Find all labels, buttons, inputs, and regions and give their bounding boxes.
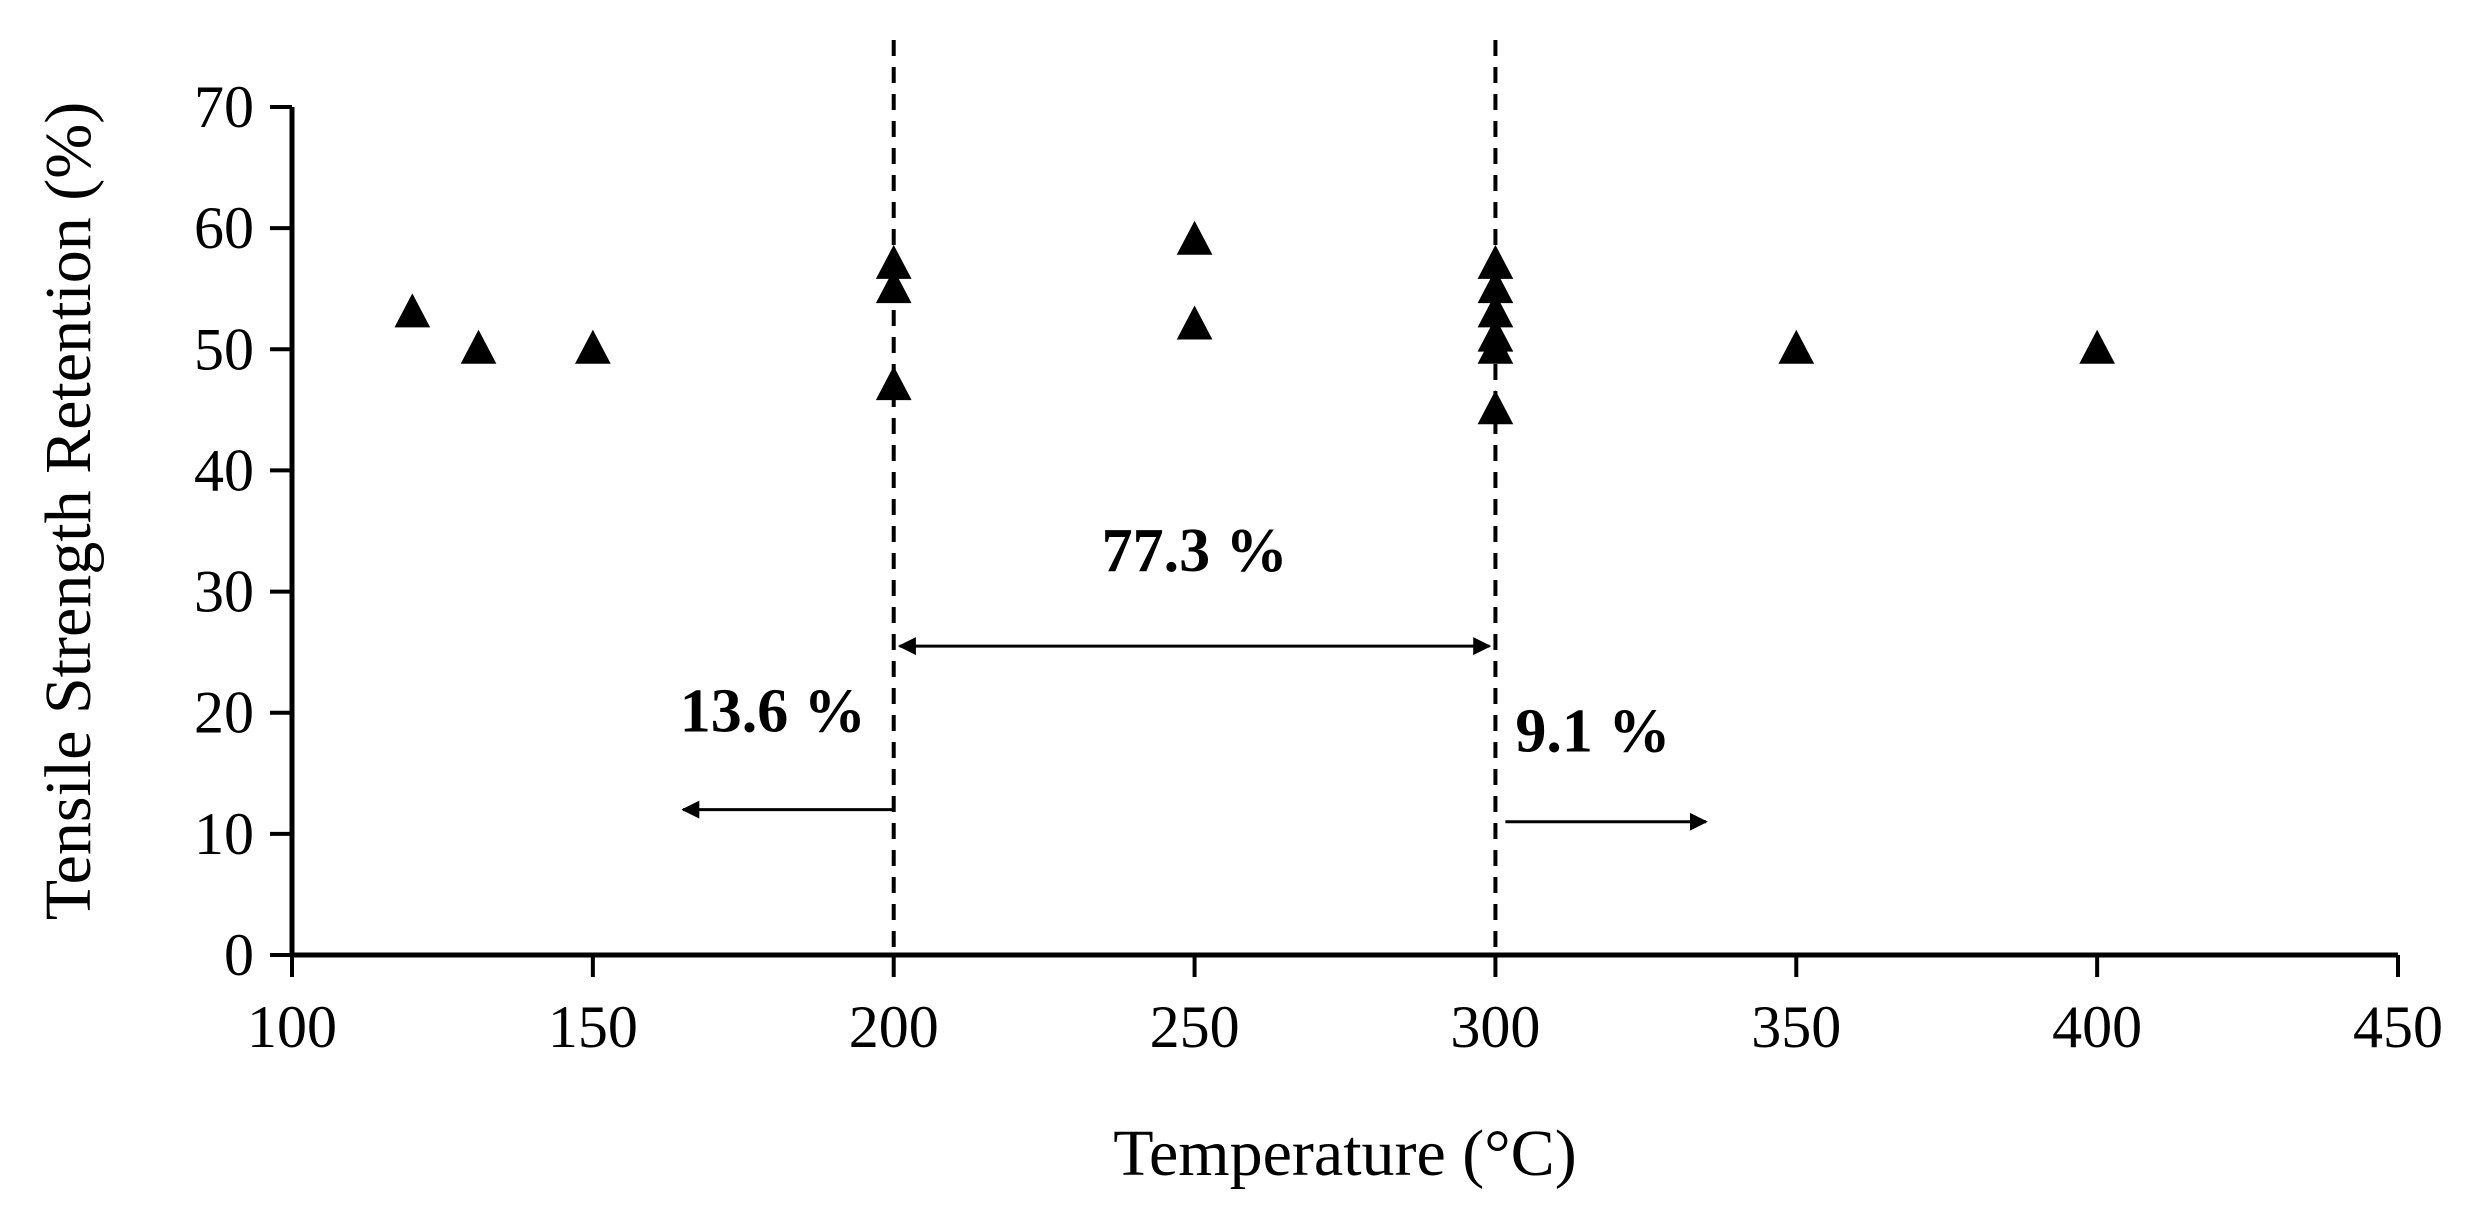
- annotation-label: 9.1 %: [1515, 698, 1670, 766]
- x-tick-label: 250: [1150, 994, 1240, 1060]
- data-point-triangle: [875, 269, 912, 304]
- data-point-triangle: [394, 293, 431, 328]
- data-point-triangle: [460, 329, 497, 364]
- data-point-triangle: [1778, 329, 1815, 364]
- data-point-triangle: [1477, 269, 1514, 304]
- data-point-triangle: [1176, 305, 1213, 340]
- data-point-triangle: [1477, 329, 1514, 364]
- x-tick-label: 400: [2052, 994, 2142, 1060]
- annotations: 13.6 % 77.3 % 9.1 %: [680, 517, 1708, 831]
- annotation-label: 77.3 %: [1102, 517, 1288, 585]
- y-tick-label: 60: [194, 195, 254, 261]
- x-tick-label: 150: [548, 994, 638, 1060]
- data-point-triangle: [2079, 329, 2115, 364]
- y-tick-label: 0: [224, 922, 254, 988]
- x-tick-label: 350: [1751, 994, 1841, 1060]
- y-tick-label: 30: [194, 559, 254, 625]
- y-tick-label: 50: [194, 316, 254, 382]
- y-tick-label: 20: [194, 680, 254, 746]
- data-point-triangle: [1477, 244, 1514, 279]
- reference-lines: [891, 40, 1498, 955]
- data-point-triangle: [1477, 293, 1514, 328]
- data-point-triangle: [875, 366, 912, 401]
- data-points: [394, 220, 2115, 425]
- data-point-triangle: [575, 329, 611, 364]
- annotation-label: 13.6 %: [680, 678, 866, 746]
- x-tick-label: 200: [849, 994, 939, 1060]
- x-tick-label: 100: [247, 994, 337, 1060]
- axes: 100 150 200 250 300 350 400 450 0 10 20 30 40 50 60 70: [194, 74, 2443, 1060]
- x-axis-title: Temperature (°C): [1113, 1117, 1576, 1190]
- x-tick-label: 300: [1450, 994, 1540, 1060]
- y-tick-label: 40: [194, 437, 254, 503]
- data-point-triangle: [875, 244, 912, 279]
- x-tick-label: 450: [2353, 994, 2443, 1060]
- data-point-triangle: [1176, 220, 1213, 255]
- y-axis-title: Tensile Strength Retention (%): [32, 102, 105, 920]
- data-point-triangle: [1477, 390, 1514, 425]
- y-tick-label: 10: [194, 801, 254, 867]
- y-tick-label: 70: [194, 74, 254, 140]
